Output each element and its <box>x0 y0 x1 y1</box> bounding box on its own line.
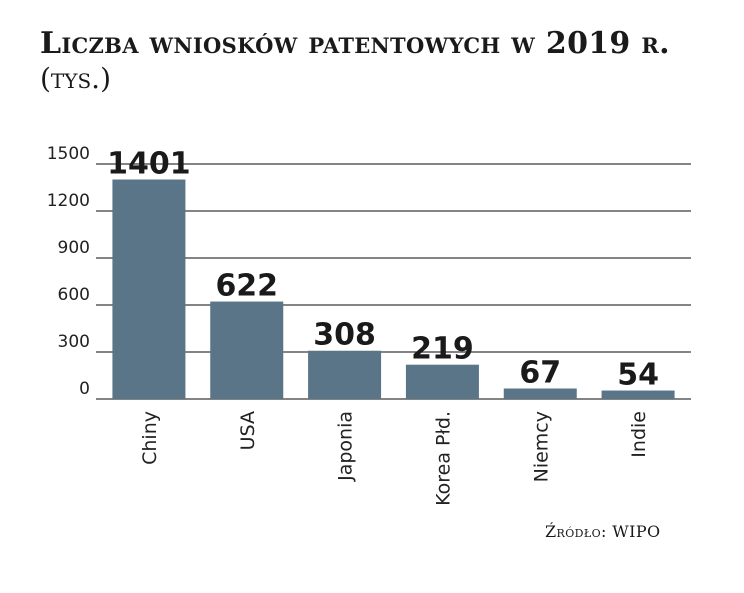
category-label: Japonia <box>335 411 357 482</box>
category-label: USA <box>237 411 259 450</box>
bar <box>503 388 577 399</box>
value-label: 219 <box>411 332 474 367</box>
y-axis-ticks: 0 300 600 900 1200 1500 <box>47 144 90 399</box>
y-tick-label: 1500 <box>47 144 90 164</box>
grid-lines <box>96 163 691 400</box>
source-note: Źródło: WIPO <box>545 522 661 541</box>
y-tick-label: 1200 <box>47 191 90 211</box>
y-tick-label: 900 <box>58 238 90 258</box>
category-label: Korea Płd. <box>432 411 454 506</box>
bar <box>112 179 186 399</box>
bar <box>601 390 675 399</box>
y-tick-label: 600 <box>58 285 90 305</box>
value-label: 54 <box>617 358 659 393</box>
chart-subtitle: (tys.) <box>40 62 111 95</box>
category-label: Niemcy <box>530 411 552 482</box>
bars <box>112 179 675 399</box>
y-tick-label: 300 <box>58 332 90 352</box>
bar <box>405 364 479 399</box>
value-label: 622 <box>215 269 278 304</box>
category-labels: Chiny USA Japonia Korea Płd. Niemcy Indie <box>139 411 650 506</box>
y-tick-label: 0 <box>79 379 90 399</box>
bar <box>210 301 284 399</box>
category-label: Chiny <box>139 411 161 465</box>
value-labels: 1401 622 308 219 67 54 <box>107 147 659 393</box>
value-label: 67 <box>519 356 561 391</box>
category-label: Indie <box>628 411 650 458</box>
value-label: 308 <box>313 318 376 353</box>
value-label: 1401 <box>107 147 191 182</box>
chart-title: Liczba wniosków patentowych w 2019 r. <box>40 26 670 61</box>
bar <box>308 350 382 399</box>
